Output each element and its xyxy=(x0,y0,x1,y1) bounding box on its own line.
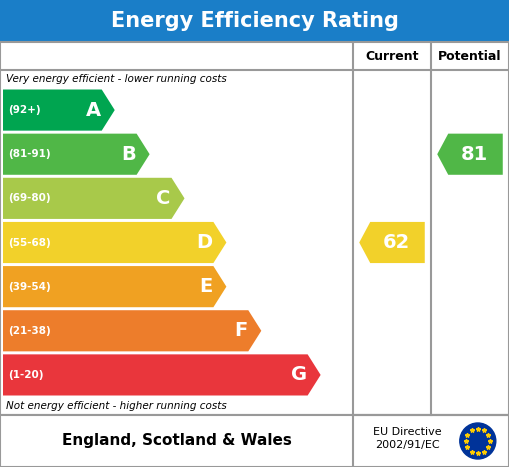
Text: England, Scotland & Wales: England, Scotland & Wales xyxy=(62,433,292,448)
Text: (39-54): (39-54) xyxy=(8,282,51,292)
Text: (92+): (92+) xyxy=(8,105,41,115)
Text: (81-91): (81-91) xyxy=(8,149,50,159)
Text: Not energy efficient - higher running costs: Not energy efficient - higher running co… xyxy=(6,401,227,411)
Text: EU Directive
2002/91/EC: EU Directive 2002/91/EC xyxy=(373,427,442,450)
Text: Energy Efficiency Rating: Energy Efficiency Rating xyxy=(110,11,399,31)
Polygon shape xyxy=(359,222,425,263)
Polygon shape xyxy=(3,178,185,219)
Polygon shape xyxy=(437,134,503,175)
Text: Potential: Potential xyxy=(438,50,502,63)
Text: Very energy efficient - lower running costs: Very energy efficient - lower running co… xyxy=(6,74,227,84)
Text: A: A xyxy=(86,100,101,120)
Text: C: C xyxy=(156,189,171,208)
Text: (1-20): (1-20) xyxy=(8,370,43,380)
Text: D: D xyxy=(196,233,212,252)
Polygon shape xyxy=(3,134,150,175)
Text: F: F xyxy=(234,321,247,340)
Text: (21-38): (21-38) xyxy=(8,326,51,336)
Polygon shape xyxy=(3,310,261,351)
Bar xyxy=(0,415,509,467)
Bar xyxy=(0,42,509,415)
Text: 62: 62 xyxy=(382,233,410,252)
Polygon shape xyxy=(3,266,227,307)
Text: B: B xyxy=(121,145,135,164)
Text: 81: 81 xyxy=(460,145,488,164)
Text: G: G xyxy=(291,366,306,384)
Bar xyxy=(0,0,509,42)
Polygon shape xyxy=(3,354,321,396)
Text: (55-68): (55-68) xyxy=(8,238,51,248)
Circle shape xyxy=(460,423,496,459)
Polygon shape xyxy=(3,222,227,263)
Text: E: E xyxy=(199,277,212,296)
Polygon shape xyxy=(3,90,115,131)
Text: (69-80): (69-80) xyxy=(8,193,50,203)
Text: Current: Current xyxy=(365,50,419,63)
